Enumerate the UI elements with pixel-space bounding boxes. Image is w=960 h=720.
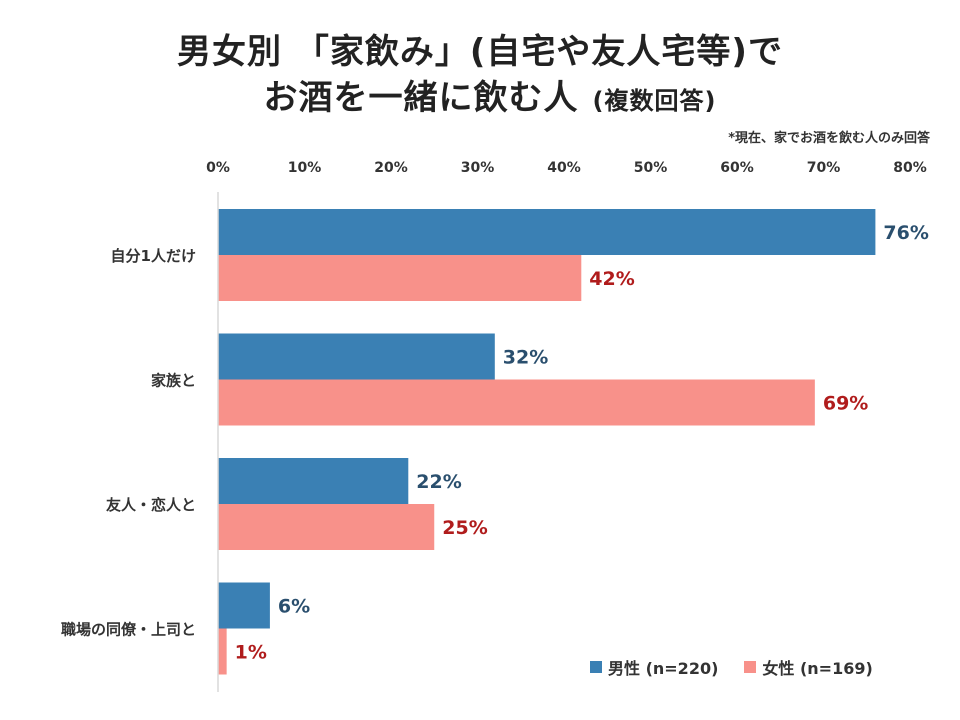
category-label: 家族と <box>151 372 196 390</box>
x-tick-label: 0% <box>206 160 230 176</box>
chart-note: *現在、家でお酒を飲む人のみ回答 <box>728 131 930 146</box>
x-tick-label: 80% <box>893 160 927 176</box>
legend-label-female: 女性 (n=169) <box>762 659 873 678</box>
data-label-male: 76% <box>883 222 928 244</box>
bar-female <box>218 255 582 301</box>
chart-title-suffix: (複数回答) <box>592 87 717 115</box>
bar-female <box>218 379 815 426</box>
category-label: 自分1人だけ <box>111 247 196 265</box>
legend-label-male: 男性 (n=220) <box>608 659 719 678</box>
data-label-female: 1% <box>235 642 267 664</box>
bar-male <box>218 333 495 380</box>
x-tick-label: 50% <box>634 160 668 176</box>
bar-female <box>218 628 227 675</box>
data-label-male: 22% <box>416 471 461 493</box>
bar-male <box>218 582 270 629</box>
x-tick-label: 70% <box>807 160 841 176</box>
data-label-female: 25% <box>442 517 487 539</box>
x-tick-label: 20% <box>374 160 408 176</box>
data-label-female: 42% <box>589 268 634 290</box>
chart-title-line2: お酒を一緒に飲む人 (複数回答) <box>10 70 960 119</box>
legend-swatch-female <box>744 661 757 673</box>
legend-item-female: 女性 (n=169) <box>744 655 873 679</box>
category-label: 友人・恋人と <box>106 496 196 514</box>
x-tick-label: 40% <box>547 160 581 176</box>
x-tick-label: 60% <box>720 160 754 176</box>
category-label: 職場の同僚・上司と <box>61 621 196 639</box>
bar-female <box>218 504 435 550</box>
x-tick-label: 10% <box>288 160 322 176</box>
data-label-female: 69% <box>823 393 868 415</box>
chart-title-main: お酒を一緒に飲む人 <box>263 78 579 118</box>
data-label-male: 32% <box>503 347 548 369</box>
bar-male <box>218 458 409 504</box>
legend: 男性 (n=220) 女性 (n=169) <box>590 655 873 679</box>
legend-item-male: 男性 (n=220) <box>590 655 718 679</box>
x-tick-label: 30% <box>461 160 495 176</box>
bar-male <box>218 209 876 255</box>
data-label-male: 6% <box>278 596 310 618</box>
legend-swatch-male <box>590 661 602 673</box>
chart-title-line1: 男女別 「家飲み」(自宅や友人宅等)で <box>177 32 783 72</box>
